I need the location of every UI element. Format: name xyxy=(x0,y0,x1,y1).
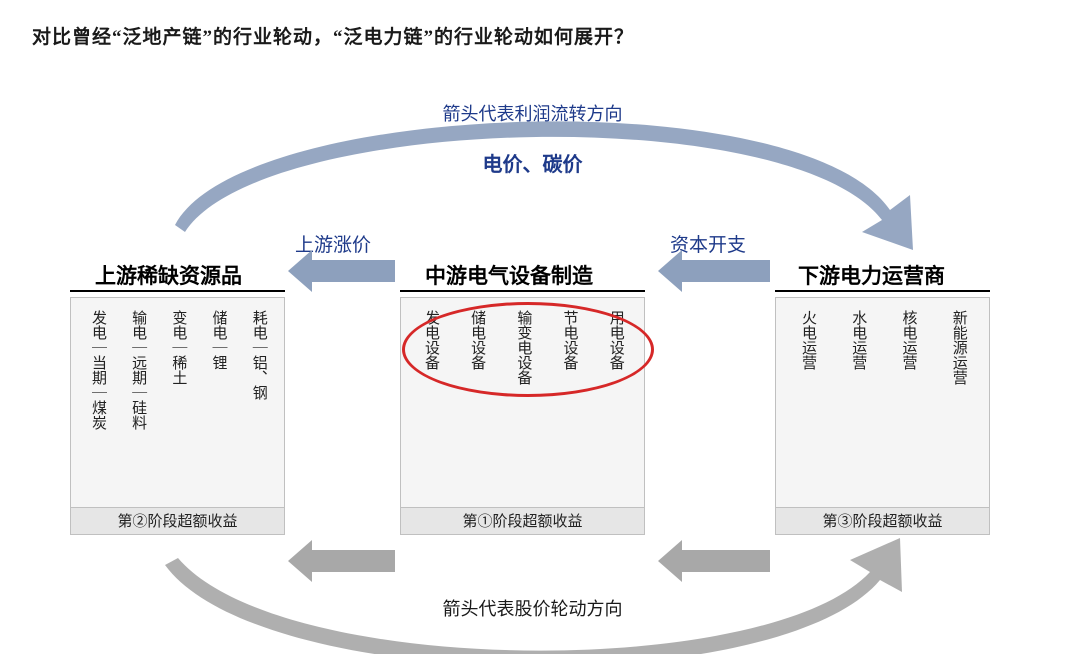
page-title: 对比曾经“泛地产链”的行业轮动，“泛电力链”的行业轮动如何展开？ xyxy=(32,22,634,49)
col-item: 水电运营 xyxy=(850,310,866,507)
col-item: 核电运营 xyxy=(900,310,916,507)
top-arrow-caption: 箭头代表利润流转方向 xyxy=(443,100,623,126)
col-item: 输电｜远期｜硅料 xyxy=(129,310,145,507)
col-item: 耗电｜铝、钢 xyxy=(250,310,266,507)
col-item: 发电设备 xyxy=(422,310,438,507)
col-item: 储电设备 xyxy=(468,310,484,507)
arrow-mid-to-left-bottom xyxy=(288,540,395,582)
price-carbon-label: 电价、碳价 xyxy=(483,148,583,177)
section-title-upstream: 上游稀缺资源品 xyxy=(95,260,242,290)
col-item: 发电｜当期｜煤炭 xyxy=(89,310,105,507)
col-item: 输变电设备 xyxy=(515,310,531,507)
box-downstream: 火电运营 水电运营 核电运营 新能源运营 xyxy=(775,297,990,507)
col-item: 火电运营 xyxy=(799,310,815,507)
arrow-right-to-mid-bottom xyxy=(658,540,770,582)
underline-right xyxy=(775,290,990,292)
footer-upstream: 第②阶段超额收益 xyxy=(70,507,285,535)
footer-downstream: 第③阶段超额收益 xyxy=(775,507,990,535)
col-item: 新能源运营 xyxy=(950,310,966,507)
col-item: 节电设备 xyxy=(561,310,577,507)
underline-left xyxy=(70,290,285,292)
arrow-top-curve xyxy=(175,121,913,250)
col-item: 储电｜锂 xyxy=(210,310,226,507)
upstream-price-label: 上游涨价 xyxy=(295,230,371,257)
box-midstream: 发电设备 储电设备 输变电设备 节电设备 用电设备 xyxy=(400,297,645,507)
col-item: 用电设备 xyxy=(607,310,623,507)
section-title-midstream: 中游电气设备制造 xyxy=(425,260,593,290)
box-upstream: 发电｜当期｜煤炭 输电｜远期｜硅料 变电｜稀土 储电｜锂 耗电｜铝、钢 xyxy=(70,297,285,507)
col-item: 变电｜稀土 xyxy=(170,310,186,507)
underline-mid xyxy=(400,290,645,292)
bottom-arrow-caption: 箭头代表股价轮动方向 xyxy=(443,595,623,621)
footer-midstream: 第①阶段超额收益 xyxy=(400,507,645,535)
section-title-downstream: 下游电力运营商 xyxy=(798,260,945,290)
capex-label: 资本开支 xyxy=(670,230,746,257)
